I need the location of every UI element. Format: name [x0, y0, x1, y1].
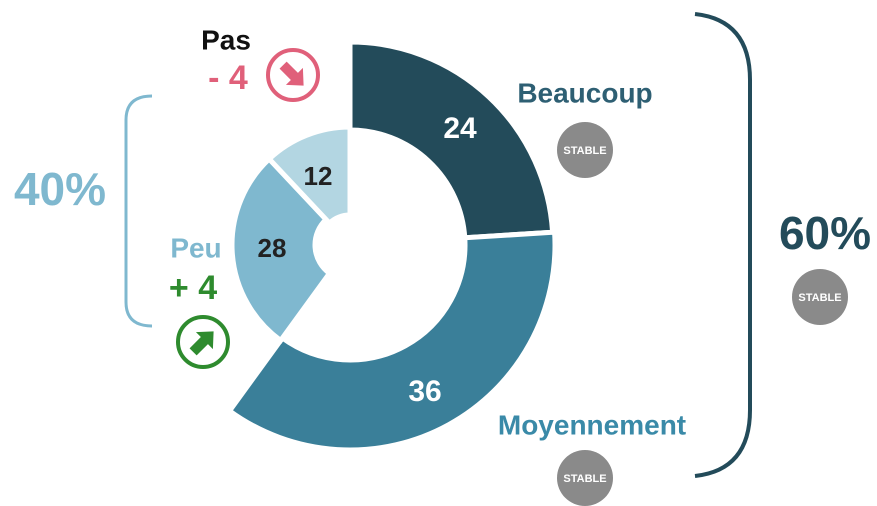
category-label: Moyennement	[498, 409, 686, 440]
status-badge	[557, 450, 613, 506]
status-badge	[792, 269, 848, 325]
category-label: Beaucoup	[517, 77, 652, 108]
donut-slice	[226, 229, 558, 453]
group-status: STABLE	[798, 292, 841, 304]
arrow-shape	[189, 331, 214, 356]
change-label: STABLE	[563, 145, 606, 157]
trend-arrow	[279, 61, 304, 86]
donut-slice	[347, 39, 556, 241]
value-label: 36	[408, 375, 441, 408]
change-label: - 4	[208, 59, 248, 97]
bracket	[694, 12, 752, 478]
category-label: Peu	[170, 232, 221, 263]
category-label: Pas	[201, 24, 251, 55]
arrow-shape	[279, 61, 304, 86]
group-total: 40%	[14, 163, 106, 215]
donut-slice	[229, 155, 333, 344]
group-total: 60%	[779, 207, 871, 259]
value-label: 12	[304, 161, 333, 191]
bracket	[124, 94, 153, 328]
trend-arrow	[189, 331, 214, 356]
change-label: + 4	[169, 269, 217, 307]
donut-slice	[265, 124, 353, 227]
change-label: STABLE	[563, 473, 606, 485]
value-label: 24	[443, 112, 477, 145]
value-label: 28	[258, 233, 287, 263]
status-badge	[557, 122, 613, 178]
